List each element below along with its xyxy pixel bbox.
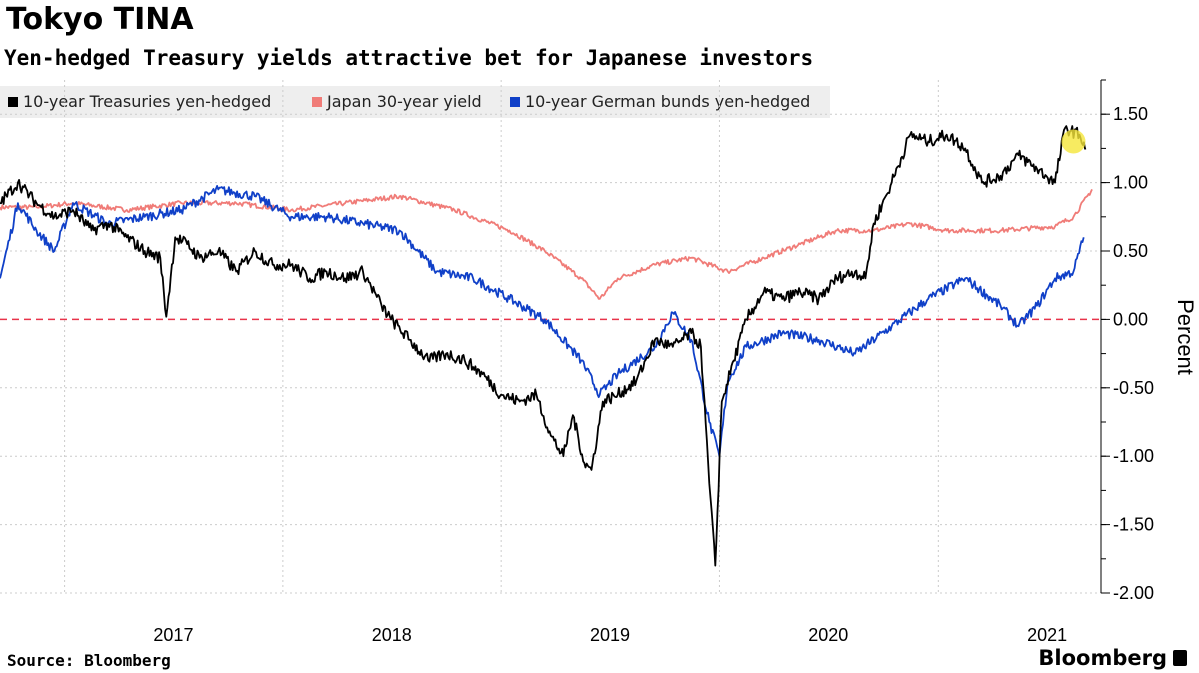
legend-swatch-japan	[312, 96, 322, 107]
x-tick-label: 2018	[372, 625, 412, 645]
y-tick-label: -1.00	[1113, 446, 1154, 466]
x-tick-label: 2021	[1027, 625, 1067, 645]
highlight-marker	[1061, 129, 1086, 154]
y-tick-label: -0.50	[1113, 378, 1154, 398]
legend-label-japan: Japan 30-year yield	[327, 92, 482, 111]
series-line-german	[0, 185, 1085, 458]
legend-label-treasuries: 10-year Treasuries yen-hedged	[23, 92, 272, 111]
x-tick-label: 2019	[590, 625, 630, 645]
chart-subtitle: Yen-hedged Treasury yields attractive be…	[4, 46, 814, 70]
legend-item-german: 10-year German bunds yen-hedged	[510, 92, 810, 111]
x-tick-label: 2017	[153, 625, 193, 645]
y-tick-label: 0.00	[1113, 309, 1148, 329]
chart-legend: 10-year Treasuries yen-hedged Japan 30-y…	[0, 86, 830, 118]
legend-item-treasuries: 10-year Treasuries yen-hedged	[8, 92, 271, 111]
legend-swatch-treasuries	[8, 96, 18, 107]
series-line-japan	[0, 189, 1093, 300]
y-tick-label: -1.50	[1113, 515, 1154, 535]
source-note: Source: Bloomberg	[7, 651, 171, 670]
bloomberg-terminal-icon	[1173, 650, 1187, 666]
bloomberg-logo: Bloomberg	[1038, 646, 1187, 670]
y-tick-label: 1.00	[1113, 173, 1148, 193]
bloomberg-logo-text: Bloomberg	[1038, 646, 1167, 670]
x-tick-label: 2020	[808, 625, 848, 645]
y-tick-label: 1.50	[1113, 104, 1148, 124]
y-tick-label: 0.50	[1113, 241, 1148, 261]
legend-item-japan: Japan 30-year yield	[312, 92, 482, 111]
chart-title: Tokyo TINA	[6, 2, 194, 37]
legend-swatch-german	[510, 96, 520, 107]
series-line-treasuries	[0, 125, 1087, 567]
legend-label-german: 10-year German bunds yen-hedged	[525, 92, 811, 111]
y-axis-title: Percent	[1173, 299, 1198, 375]
y-tick-label: -2.00	[1113, 583, 1154, 603]
